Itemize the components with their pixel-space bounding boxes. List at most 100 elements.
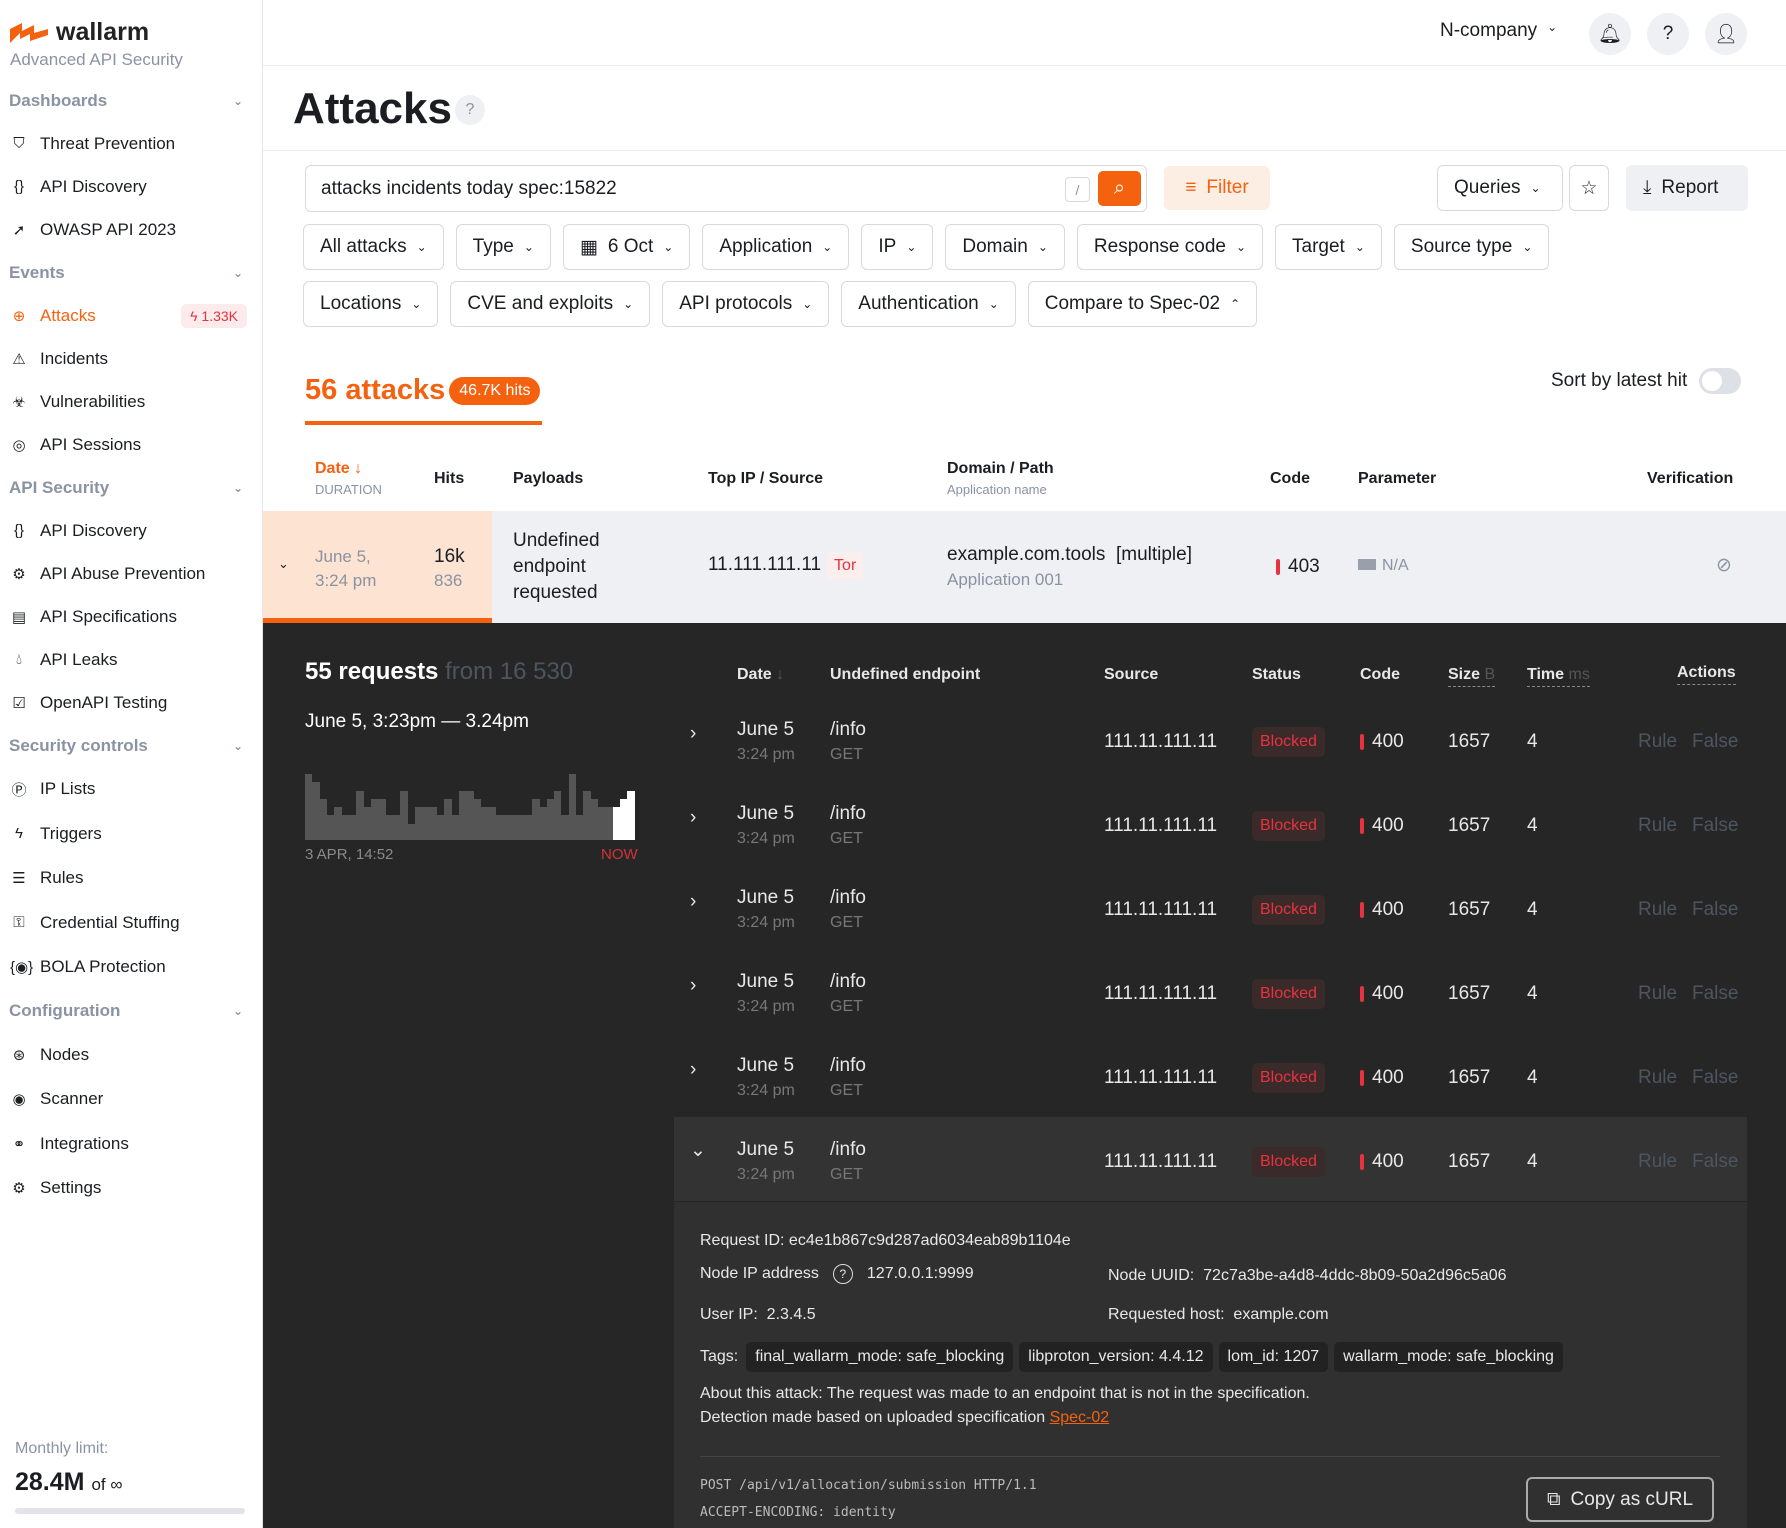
false-positive-action[interactable]: False [1692,1151,1739,1172]
attacks-count-tab[interactable]: 56 attacks 46.7K hits [305,374,541,407]
sidebar-item-api-specifications[interactable]: ▤ API Specifications [0,595,263,638]
sub-col-time[interactable]: Time ms [1527,666,1590,687]
false-positive-action[interactable]: False [1692,983,1739,1004]
histogram-bar [627,790,635,840]
attack-row[interactable] [263,511,1786,623]
filter-ip[interactable]: IP ⌄ [861,224,934,270]
report-button[interactable]: ⤓ Report [1626,165,1748,211]
filter-target[interactable]: Target ⌄ [1275,224,1382,270]
sidebar-section-events[interactable]: Events ⌄ [0,251,263,294]
chevron-right-icon[interactable]: › [690,1059,697,1080]
sub-col-actions[interactable]: Actions [1677,664,1736,685]
filter-api-protocols[interactable]: API protocols ⌄ [662,281,830,327]
sidebar-section-dashboards[interactable]: Dashboards ⌄ [0,79,263,122]
rule-action[interactable]: Rule [1638,983,1678,1004]
sidebar-item-integrations[interactable]: ⚭ Integrations [0,1122,263,1167]
scanner-icon: ◉ [12,1091,26,1109]
help-icon[interactable]: ? [455,95,485,125]
request-row[interactable]: › June 5 3:24 pm/info GET 111.11.111.11 Block… [674,697,1747,781]
sidebar-item-label: BOLA Protection [40,957,166,977]
false-positive-action[interactable]: False [1692,815,1739,836]
sidebar-item-openapi-testing[interactable]: ☑ OpenAPI Testing [0,681,263,724]
request-row[interactable]: ⌄ June 5 3:24 pm/info GET 111.11.111.11 Block… [674,1117,1747,1201]
sidebar-item-api-leaks[interactable]: 💧︎ API Leaks [0,638,263,681]
chevron-down-icon: ⌄ [523,240,534,254]
sidebar-item-attacks[interactable]: ⊕ Attacks ϟ 1.33K [0,294,263,337]
sidebar-item-rules[interactable]: ☰ Rules [0,856,263,901]
chevron-down-icon: ⌄ [232,93,243,108]
copy-as-curl-button[interactable]: ⧉ Copy as cURL [1526,1477,1714,1522]
chevron-down-icon[interactable]: ⌄ [690,1140,706,1161]
braces-check-icon: {} [13,522,25,539]
false-positive-action[interactable]: False [1692,899,1739,920]
col-date[interactable]: Date ↓ DURATION [315,460,382,497]
rule-action[interactable]: Rule [1638,1067,1678,1088]
spec-link[interactable]: Spec-02 [1049,1409,1110,1426]
rule-action[interactable]: Rule [1638,899,1678,920]
sidebar-item-triggers[interactable]: ϟ Triggers [0,812,263,857]
sidebar-item-api-sessions[interactable]: ◎ API Sessions [0,423,263,466]
sidebar-item-api-abuse-prevention[interactable]: ⚙ API Abuse Prevention [0,552,263,595]
sidebar-section-api-security[interactable]: API Security ⌄ [0,466,263,509]
filter-6-oct[interactable]: ▦ 6 Oct ⌄ [562,224,691,270]
sidebar-item-scanner[interactable]: ◉ Scanner [0,1077,263,1122]
chevron-right-icon[interactable]: › [690,891,697,912]
false-positive-action[interactable]: False [1692,1067,1739,1088]
histogram-bar [488,807,496,840]
filter-authentication[interactable]: Authentication ⌄ [841,281,1016,327]
filter-all-attacks[interactable]: All attacks ⌄ [303,224,444,270]
sidebar-item-api-discovery[interactable]: {} API Discovery [0,165,263,208]
false-positive-action[interactable]: False [1692,731,1739,752]
filter-application[interactable]: Application ⌄ [702,224,850,270]
requests-histogram[interactable] [305,774,635,840]
filter-response-code[interactable]: Response code ⌄ [1076,224,1264,270]
help-icon[interactable]: ? [1647,13,1689,55]
filter-type[interactable]: Type ⌄ [455,224,551,270]
search-input[interactable]: attacks incidents today spec:15822 / ⌕ [305,165,1147,212]
verification-disabled-icon[interactable]: ⊘ [1716,555,1732,576]
sidebar-item-vulnerabilities[interactable]: ☣ Vulnerabilities [0,380,263,423]
sidebar-section-security-controls[interactable]: Security controls ⌄ [0,724,263,767]
sidebar-item-settings[interactable]: ⚙ Settings [0,1166,263,1211]
sidebar-item-api-discovery[interactable]: {} API Discovery [0,509,263,552]
sidebar-item-nodes[interactable]: ⊛ Nodes [0,1033,263,1078]
filter-compare-to-spec-02[interactable]: Compare to Spec-02 ⌃ [1027,281,1258,327]
rule-action[interactable]: Rule [1638,815,1678,836]
chevron-right-icon[interactable]: › [690,975,697,996]
sub-col-date[interactable]: Date ↓ [737,666,785,683]
queries-dropdown[interactable]: Queries ⌄ [1437,165,1563,211]
sidebar-item-bola-protection[interactable]: {◉} BOLA Protection [0,945,263,990]
request-row[interactable]: › June 5 3:24 pm/info GET 111.11.111.11 Block… [674,1033,1747,1117]
gear-icon: ⚙ [12,1180,26,1198]
filter-button[interactable]: ≡ Filter [1164,166,1270,210]
favorite-button[interactable]: ☆ [1569,165,1609,211]
request-row[interactable]: › June 5 3:24 pm/info GET 111.11.111.11 Block… [674,949,1747,1033]
sidebar-section-configuration[interactable]: Configuration ⌄ [0,990,263,1033]
sidebar-item-ip-lists[interactable]: Ⓟ IP Lists [0,767,263,812]
filter-cve-and-exploits[interactable]: CVE and exploits ⌄ [450,281,651,327]
request-row[interactable]: › June 5 3:24 pm/info GET 111.11.111.11 Block… [674,865,1747,949]
help-icon[interactable]: ? [832,1264,853,1284]
sort-toggle[interactable] [1699,368,1742,394]
sidebar-item-owasp-api-2023[interactable]: ➚ OWASP API 2023 [0,208,263,251]
user-icon[interactable]: 👤︎ [1705,13,1747,55]
col-payloads: Payloads [513,470,584,487]
notifications-bell-icon[interactable]: 🔔︎ [1589,13,1631,55]
company-selector[interactable]: N-company ⌄ [1440,20,1558,41]
sidebar-item-credential-stuffing[interactable]: ⚿ Credential Stuffing [0,901,263,946]
sub-col-size[interactable]: Size B [1448,666,1496,687]
rule-action[interactable]: Rule [1638,1151,1678,1172]
rule-action[interactable]: Rule [1638,731,1678,752]
chevron-right-icon[interactable]: › [690,723,697,744]
filter-source-type[interactable]: Source type ⌄ [1393,224,1550,270]
section-label: Dashboards [9,90,108,110]
request-row[interactable]: › June 5 3:24 pm/info GET 111.11.111.11 Block… [674,781,1747,865]
filter-locations[interactable]: Locations ⌄ [303,281,439,327]
logo[interactable]: wallarm [10,18,149,47]
sidebar-item-threat-prevention[interactable]: ⛉ Threat Prevention [0,122,263,165]
search-button[interactable]: ⌕ [1098,171,1141,206]
chevron-right-icon[interactable]: › [690,807,697,828]
collapse-chevron-icon[interactable]: ⌄ [278,556,289,571]
sidebar-item-incidents[interactable]: ⚠ Incidents [0,337,263,380]
filter-domain[interactable]: Domain ⌄ [945,224,1065,270]
